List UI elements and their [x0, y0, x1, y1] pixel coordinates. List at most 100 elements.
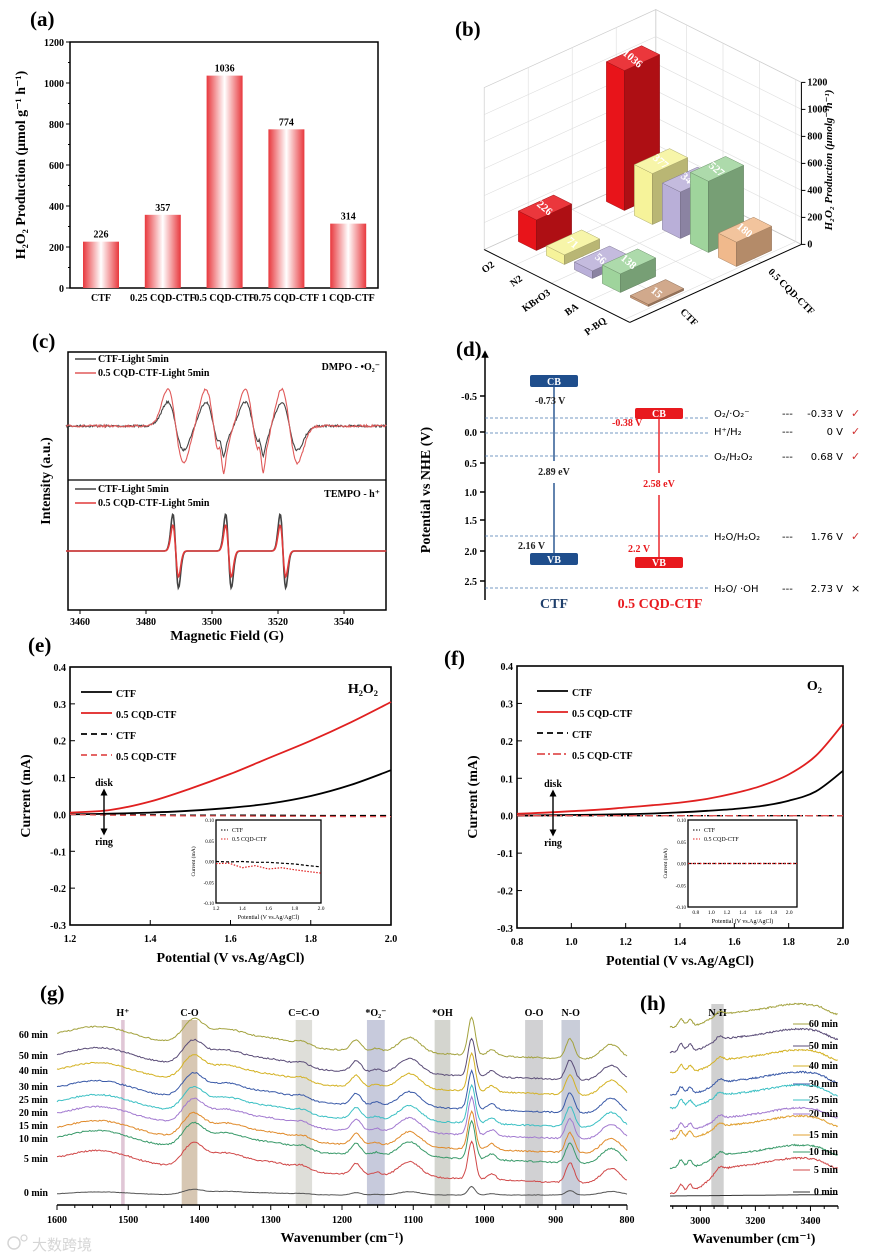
bar-3d: 71	[545, 229, 601, 265]
redox-couple-label: O₂/·O₂⁻	[714, 409, 750, 420]
bar-value-label: 226	[94, 230, 109, 241]
x-tick-label: 1.6	[728, 937, 741, 948]
x-tick-label: 1300	[261, 1215, 281, 1226]
x-axis-label: Potential (V vs.Ag/AgCl)	[606, 954, 754, 969]
material-name: CTF	[540, 597, 568, 612]
ftir-trace	[56, 1140, 628, 1184]
bar-3d: 138	[601, 248, 657, 293]
z-tick-label: 400	[807, 185, 822, 196]
trace-time-label: 5 min	[24, 1154, 49, 1165]
x-tick-label: 3400	[800, 1216, 820, 1227]
row-label: P-BQ	[583, 315, 609, 338]
x-tick-label: 1000	[475, 1215, 495, 1226]
inset-x-tick-label: 0.8	[692, 910, 699, 916]
z-tick-label: 200	[807, 212, 822, 223]
bar	[268, 129, 305, 288]
trace-time-label: 25 min	[809, 1095, 839, 1106]
x-tick-label: 3480	[136, 617, 156, 628]
band-label: H⁺	[116, 1008, 129, 1019]
bar-value-label: 774	[279, 117, 294, 128]
ring-label: ring	[95, 837, 113, 848]
legend-label: CTF	[116, 731, 136, 742]
legend-label: 0.5 CQD-CTF	[572, 751, 633, 762]
ring-label: ring	[544, 838, 562, 849]
x-tick-label: 3000	[690, 1216, 710, 1227]
band-gap-value: 2.58 eV	[643, 479, 675, 490]
inset-y-axis-label: Current (mA)	[190, 846, 197, 876]
grid-line	[484, 36, 802, 115]
band-highlight	[121, 1020, 125, 1205]
band-label: N-H	[708, 1008, 727, 1019]
inset-x-tick-label: 2.0	[318, 906, 325, 912]
probe-tag: TEMPO - h⁺	[324, 489, 380, 500]
redox-dash: ---	[782, 427, 793, 438]
chart-d: -0.5 0.0 0.5 1.0 1.5 2.0 2.5 Potential vs NHE (…	[419, 350, 860, 612]
ftir-trace	[56, 1051, 628, 1097]
x-tick-label: 1500	[118, 1215, 138, 1226]
band-label: C-O	[180, 1008, 199, 1019]
panel-label-a: (a)	[30, 7, 55, 31]
disk-label: disk	[544, 779, 562, 790]
y-tick-label: -0.5	[461, 392, 477, 403]
redox-couple-label: H₂O/ ·OH	[714, 584, 759, 595]
watermark-text: 大数跨境	[32, 1236, 92, 1254]
trace-time-label: 10 min	[19, 1134, 49, 1145]
series-line-disk	[516, 770, 844, 817]
band-highlight	[295, 1020, 313, 1205]
inset-x-tick-label: 2.0	[786, 910, 793, 916]
bar-3d: 226	[517, 194, 573, 251]
y-tick-label: -0.3	[497, 924, 513, 935]
epr-trace	[65, 399, 387, 459]
redox-dash: ---	[782, 452, 793, 463]
y-tick-label: -0.3	[50, 921, 66, 932]
watermark: 大数跨境	[7, 1234, 92, 1254]
inset-x-tick-label: 1.0	[708, 910, 715, 916]
y-tick-label: 1.0	[465, 488, 478, 499]
y-tick-label: 0.1	[501, 774, 514, 785]
row-label: KBrO3	[520, 287, 552, 314]
redox-couple-label: H⁺/H₂	[714, 427, 742, 438]
feasibility-mark: ×	[851, 582, 860, 595]
legend-label: CTF	[116, 689, 136, 700]
x-category-label: 1 CQD-CTF	[322, 293, 375, 304]
cb-potential-label: -0.38 V	[612, 418, 643, 429]
x-tick-label: 1.2	[619, 937, 632, 948]
x-category-label: 0.5 CQD-CTF	[194, 293, 255, 304]
inset-legend-label: CTF	[704, 828, 716, 834]
x-tick-label: 3460	[70, 617, 90, 628]
bar-top-face	[545, 229, 601, 256]
y-tick-label: 0.2	[54, 737, 67, 748]
x-axis-label: Magnetic Field (G)	[170, 629, 284, 644]
band-label: C=C-O	[288, 1008, 319, 1019]
trace-time-label: 0 min	[24, 1188, 49, 1199]
x-tick-label: 1600	[47, 1215, 67, 1226]
inset-y-tick-label: 0.00	[677, 863, 686, 868]
y-tick-label: 0.5	[465, 459, 478, 470]
y-tick-label: 0.2	[501, 737, 514, 748]
trace-time-label: 20 min	[19, 1108, 49, 1119]
ftir-trace	[56, 1119, 628, 1165]
row-label: O2	[480, 259, 497, 275]
x-tick-label: 1.0	[565, 937, 578, 948]
epr-trace	[66, 524, 387, 579]
ftir-trace	[669, 1048, 838, 1074]
row-axis	[483, 249, 631, 323]
trace-time-label: 20 min	[809, 1109, 839, 1120]
band-highlight	[434, 1020, 451, 1205]
inset-y-tick-label: 0.05	[205, 840, 214, 845]
column-label: CTF	[678, 307, 700, 329]
x-tick-label: 3540	[334, 617, 354, 628]
redox-dash: ---	[782, 584, 793, 595]
y-tick-label: 0.4	[501, 662, 514, 673]
redox-potential-value: 0.68 V	[811, 452, 843, 463]
trace-time-label: 40 min	[19, 1066, 49, 1077]
legend-label: 0.5 CQD-CTF	[116, 752, 177, 763]
chart-c: 3460 3480 3500 3520 3540 Magnetic Field (G) In…	[39, 351, 387, 644]
y-tick-label: 0.0	[465, 428, 478, 439]
y-axis-label: Potential vs NHE (V)	[419, 426, 434, 553]
ftir-trace	[56, 1016, 628, 1060]
y-tick-label: 0.0	[501, 812, 514, 823]
y-tick-label: 0.3	[54, 700, 67, 711]
y-tick-label: 800	[49, 120, 64, 131]
